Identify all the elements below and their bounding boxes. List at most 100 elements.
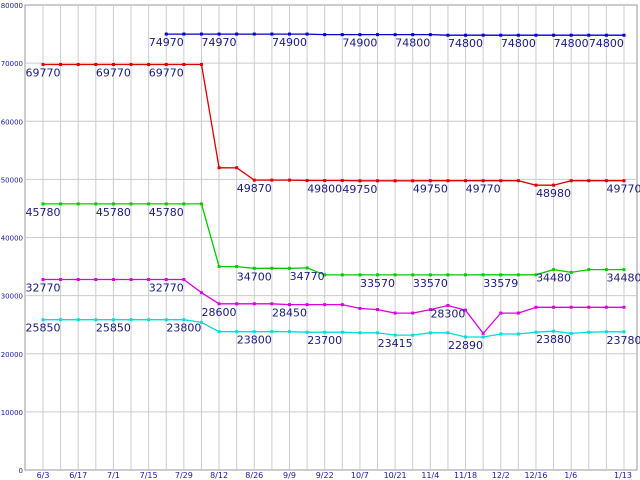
x-tick-label: 11/4 xyxy=(421,471,439,480)
data-point xyxy=(270,32,274,36)
data-point xyxy=(393,333,397,337)
data-point xyxy=(604,330,608,334)
data-point xyxy=(287,32,291,36)
data-point xyxy=(376,331,380,335)
data-point xyxy=(340,179,344,183)
data-label: 74900 xyxy=(342,37,377,50)
data-point xyxy=(358,179,362,183)
data-point xyxy=(604,305,608,309)
data-point xyxy=(516,332,520,336)
data-point xyxy=(59,62,63,66)
data-point xyxy=(129,278,133,282)
data-point xyxy=(235,330,239,334)
data-point xyxy=(411,333,415,337)
data-point xyxy=(270,330,274,334)
data-point xyxy=(76,62,80,66)
data-point xyxy=(111,202,115,206)
data-point xyxy=(587,305,591,309)
data-point xyxy=(340,303,344,307)
data-point xyxy=(552,268,556,272)
data-point xyxy=(305,32,309,36)
x-tick-label: 12/16 xyxy=(524,471,547,480)
data-label: 74800 xyxy=(589,37,624,50)
data-label: 28600 xyxy=(202,306,237,319)
data-point xyxy=(129,202,133,206)
data-point xyxy=(604,268,608,272)
data-point xyxy=(94,62,98,66)
data-label: 23800 xyxy=(237,334,272,347)
data-label: 23415 xyxy=(378,337,413,350)
data-point xyxy=(41,62,45,66)
data-label: 74800 xyxy=(554,37,589,50)
data-point xyxy=(217,302,221,306)
data-point xyxy=(305,266,309,270)
data-point xyxy=(358,273,362,277)
data-point xyxy=(464,273,468,277)
data-point xyxy=(111,278,115,282)
data-point xyxy=(446,273,450,277)
data-point xyxy=(446,179,450,183)
x-tick-label: 12/2 xyxy=(492,471,510,480)
data-point xyxy=(164,32,168,36)
data-point xyxy=(358,306,362,310)
data-point xyxy=(147,278,151,282)
series-line-3 xyxy=(43,203,624,276)
data-point xyxy=(587,33,591,37)
data-point xyxy=(622,268,626,272)
x-tick-label: 8/12 xyxy=(210,471,228,480)
data-point xyxy=(235,265,239,269)
data-point xyxy=(252,178,256,182)
data-point xyxy=(323,303,327,307)
data-label: 69770 xyxy=(149,66,184,79)
data-point xyxy=(287,178,291,182)
data-point xyxy=(182,62,186,66)
x-tick-label: 10/7 xyxy=(351,471,369,480)
data-point xyxy=(428,331,432,335)
data-label: 23700 xyxy=(307,334,342,347)
data-point xyxy=(252,302,256,306)
data-label: 74900 xyxy=(272,36,307,49)
data-point xyxy=(59,278,63,282)
x-tick-label: 9/9 xyxy=(283,471,296,480)
data-point xyxy=(182,202,186,206)
data-point xyxy=(393,33,397,37)
x-tick-label: 1/6 xyxy=(564,471,577,480)
data-point xyxy=(76,278,80,282)
data-label: 69770 xyxy=(26,66,61,79)
data-point xyxy=(41,278,45,282)
data-point xyxy=(270,266,274,270)
data-label: 74970 xyxy=(202,36,237,49)
data-point xyxy=(199,32,203,36)
data-point xyxy=(446,304,450,308)
y-tick-label: 10000 xyxy=(1,409,23,417)
data-point xyxy=(129,318,133,322)
data-point xyxy=(464,33,468,37)
y-tick-label: 20000 xyxy=(1,351,23,359)
data-point xyxy=(252,330,256,334)
data-point xyxy=(464,335,468,339)
data-point xyxy=(499,332,503,336)
data-point xyxy=(516,33,520,37)
data-label: 49750 xyxy=(413,183,448,196)
x-tick-label: 8/26 xyxy=(245,471,263,480)
data-point xyxy=(552,183,556,187)
data-point xyxy=(358,33,362,37)
data-point xyxy=(217,166,221,170)
data-point xyxy=(516,311,520,315)
data-label: 49750 xyxy=(342,183,377,196)
data-label: 74800 xyxy=(448,37,483,50)
y-tick-label: 60000 xyxy=(1,118,23,126)
data-point xyxy=(164,318,168,322)
data-point xyxy=(94,278,98,282)
data-point xyxy=(516,179,520,183)
data-point xyxy=(446,33,450,37)
data-label: 34480 xyxy=(607,272,640,285)
data-label: 32770 xyxy=(149,282,184,295)
data-point xyxy=(587,330,591,334)
data-point xyxy=(481,33,485,37)
data-point xyxy=(270,302,274,306)
data-label: 49770 xyxy=(607,183,640,196)
data-point xyxy=(376,308,380,312)
data-point xyxy=(59,202,63,206)
